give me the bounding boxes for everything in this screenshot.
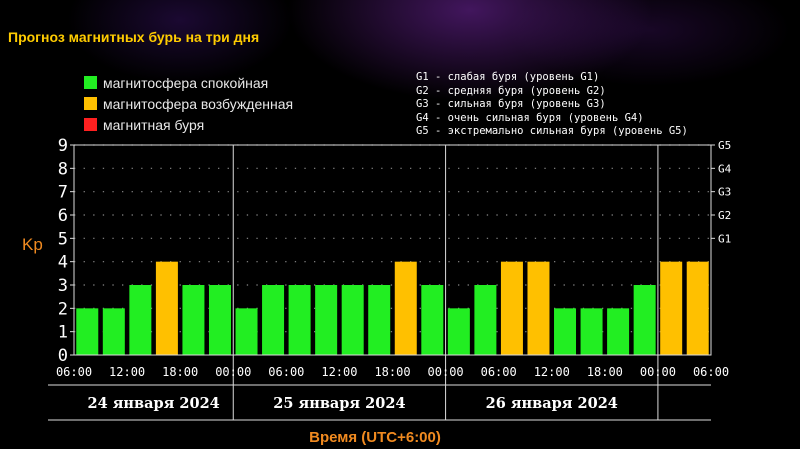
right-axis: G1 G2 G3 G4 G5 <box>711 139 732 245</box>
bar <box>554 308 577 355</box>
legend-swatch-quiet <box>84 76 97 89</box>
bar <box>182 285 205 355</box>
bar <box>262 285 285 355</box>
x-tick-label: 06:00 <box>56 365 92 379</box>
bars <box>76 261 709 355</box>
x-tick-label: 00:00 <box>215 365 251 379</box>
bar <box>155 261 178 355</box>
right-tick-label: G5 <box>718 139 731 152</box>
bar <box>288 285 311 355</box>
right-tick-label: G1 <box>718 232 731 245</box>
bar <box>633 285 656 355</box>
bar <box>686 261 709 355</box>
legend: магнитосфера спокойная магнитосфера возб… <box>84 72 293 135</box>
y-tick-label: 3 <box>58 276 68 296</box>
right-tick-label: G2 <box>718 209 731 222</box>
bar <box>580 308 603 355</box>
y-tick-label: 9 <box>58 136 68 156</box>
day-label: 25 января 2024 <box>273 395 405 412</box>
bar <box>421 285 444 355</box>
day-label: 24 января 2024 <box>87 395 219 412</box>
x-tick-label: 06:00 <box>693 365 729 379</box>
legend-swatch-storm <box>84 118 97 131</box>
storm-level-g4: G4 - очень сильная буря (уровень G4) <box>416 111 644 124</box>
x-tick-label: 00:00 <box>428 365 464 379</box>
plot-frame <box>73 144 712 356</box>
y-tick-label: 1 <box>58 323 68 343</box>
y-tick-label: 4 <box>58 253 68 273</box>
y-tick-label: 6 <box>58 206 68 226</box>
bar <box>208 285 231 355</box>
x-tick-label: 18:00 <box>587 365 623 379</box>
bar <box>235 308 258 355</box>
right-tick-label: G3 <box>718 186 731 199</box>
y-tick-label: 8 <box>58 159 68 179</box>
y-tick-label: 7 <box>58 183 68 203</box>
bar <box>129 285 152 355</box>
y-tick-label: 0 <box>58 346 68 366</box>
storm-level-legend: G1 - слабая буря (уровень G1) G2 - средн… <box>416 71 688 139</box>
storm-level-g3: G3 - сильная буря (уровень G3) <box>416 98 606 110</box>
page-title: Прогноз магнитных бурь на три дня <box>8 29 260 45</box>
bar <box>447 308 470 355</box>
x-axis-label: Время (UTC+6:00) <box>309 429 441 446</box>
x-tick-label: 12:00 <box>534 365 570 379</box>
day-label: 26 января 2024 <box>486 395 618 412</box>
legend-item-storm: магнитная буря <box>84 114 293 135</box>
storm-level-g5: G5 - экстремально сильная буря (уровень … <box>416 125 688 137</box>
y-tick-label: 5 <box>58 229 68 249</box>
bar <box>474 285 497 355</box>
bar <box>368 285 391 355</box>
legend-label-active: магнитосфера возбужденная <box>103 95 294 112</box>
bar <box>500 261 523 355</box>
x-tick-label: 18:00 <box>374 365 410 379</box>
right-tick-label: G4 <box>718 162 732 175</box>
bar <box>76 308 99 355</box>
legend-item-active: магнитосфера возбужденная <box>84 93 293 114</box>
x-tick-label: 06:00 <box>268 365 304 379</box>
y-axis-label: Kp <box>22 235 43 254</box>
bar <box>527 261 550 355</box>
x-tick-label: 12:00 <box>321 365 357 379</box>
y-axis: 0 1 2 3 4 5 6 7 8 9 <box>58 136 74 366</box>
bar <box>315 285 338 355</box>
storm-level-g1: G1 - слабая буря (уровень G1) <box>416 71 600 83</box>
bar <box>394 261 417 355</box>
legend-label-storm: магнитная буря <box>103 116 205 133</box>
x-axis: 06:00 12:00 18:00 00:00 06:00 12:00 18:00 00:00… <box>56 365 729 379</box>
legend-swatch-active <box>84 97 97 110</box>
x-tick-label: 00:00 <box>640 365 676 379</box>
x-tick-label: 18:00 <box>162 365 198 379</box>
bar <box>341 285 364 355</box>
storm-level-g2: G2 - средняя буря (уровень G2) <box>416 84 606 97</box>
x-tick-label: 06:00 <box>481 365 517 379</box>
bar <box>607 308 630 355</box>
day-labels: 24 января 2024 25 января 2024 26 января 20… <box>87 395 617 412</box>
legend-label-quiet: магнитосфера спокойная <box>103 74 269 91</box>
legend-item-quiet: магнитосфера спокойная <box>84 72 293 93</box>
bar <box>660 261 683 355</box>
bar <box>102 308 125 355</box>
x-tick-label: 12:00 <box>109 365 145 379</box>
y-tick-label: 2 <box>58 299 68 319</box>
